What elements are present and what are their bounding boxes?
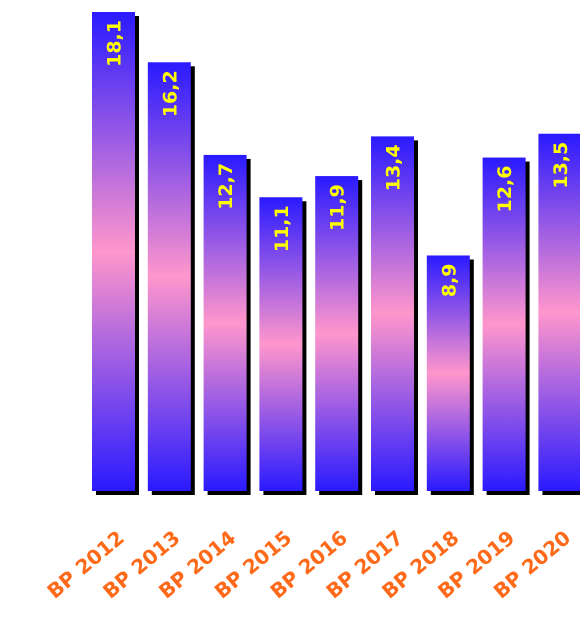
bar [482,157,526,491]
bar [426,255,470,491]
bar-value-label: 8,9 [438,263,460,297]
bar [147,62,191,491]
bar-value-label: 11,1 [271,205,293,252]
bar-value-label: 13,4 [383,144,405,191]
bar-value-label: 12,7 [215,163,237,210]
value-labels-layer: 18,1 16,2 12,7 11,1 11,9 13,4 8,9 12,6 13,5 [104,20,572,297]
bar [538,133,580,491]
bar-value-label: 16,2 [159,70,181,117]
bar-value-label: 13,5 [550,142,572,189]
bar [371,136,414,491]
bar-value-label: 12,6 [494,166,516,213]
bar [92,12,135,491]
bar [259,197,303,492]
bar-value-label: 18,1 [104,20,126,67]
bars-layer [92,12,580,496]
bar [203,154,247,492]
bar-value-label: 11,9 [327,184,349,231]
bar [315,176,359,492]
